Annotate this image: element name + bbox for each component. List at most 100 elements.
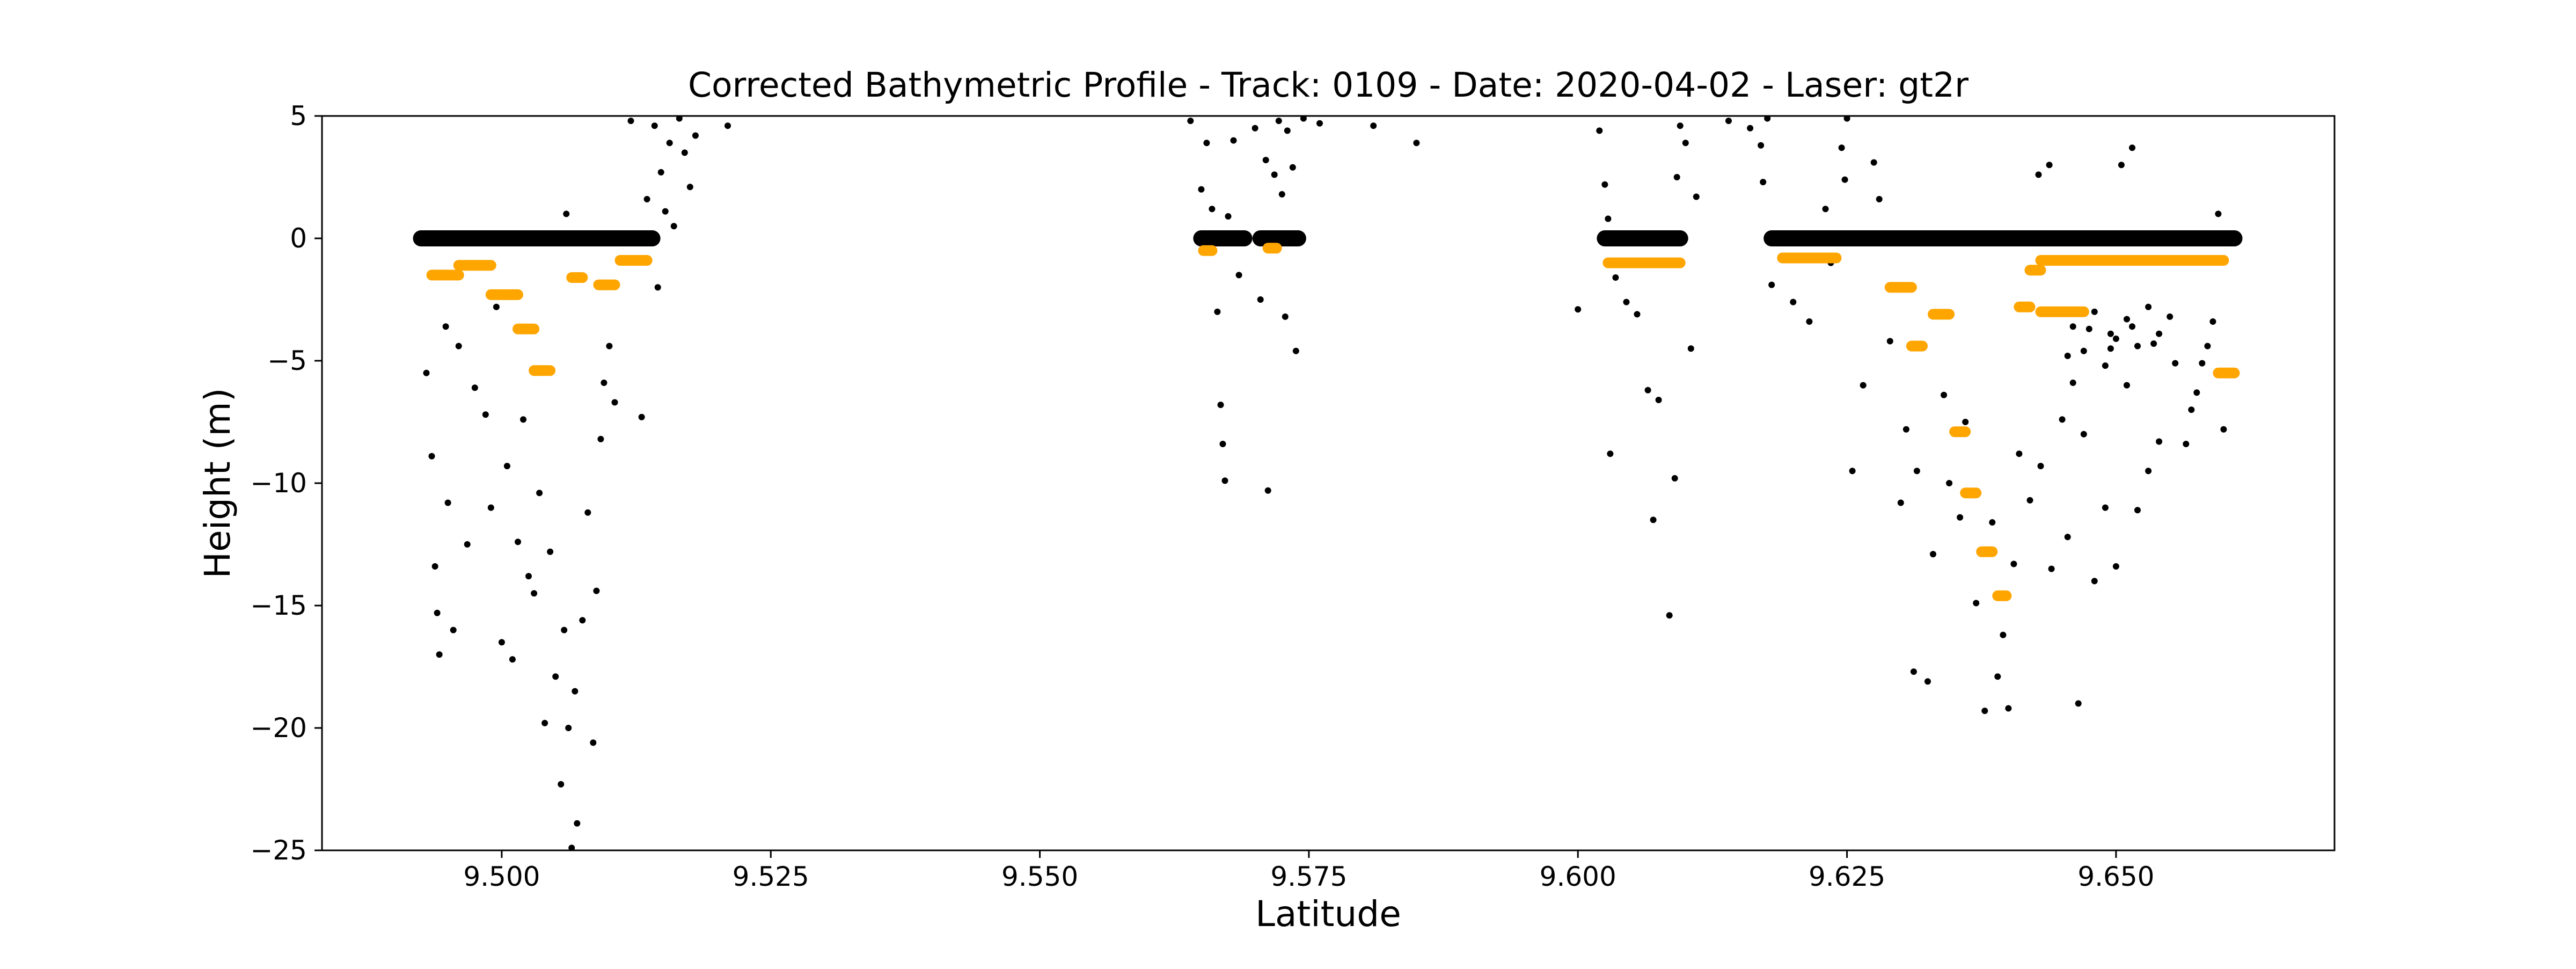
photons-point (1747, 125, 1754, 132)
photons-point (1219, 441, 1226, 447)
x-tick-label: 9.625 (1809, 861, 1885, 892)
photons-point (2064, 352, 2071, 359)
photons-point (1655, 397, 1662, 403)
photons-point (2118, 162, 2125, 169)
photons-point (2134, 343, 2141, 349)
photons-point (590, 739, 597, 746)
photons-point (1221, 477, 1228, 484)
photons-point (2016, 450, 2023, 457)
photons-point (2183, 441, 2190, 447)
photons-point (1870, 159, 1877, 166)
photons-point (2145, 303, 2152, 310)
photons-point (2107, 330, 2114, 337)
photons-point (1973, 600, 1980, 607)
photons-point (1910, 668, 1917, 675)
photons-point (442, 323, 449, 330)
photons-point (434, 609, 441, 616)
photons-point (2005, 705, 2012, 712)
photons-point (1198, 186, 1205, 193)
photons-point (1902, 426, 1909, 433)
photons-point (1725, 118, 1732, 125)
y-tick-label: −15 (250, 590, 307, 621)
photons-point (1682, 140, 1689, 147)
photons-point (574, 820, 581, 827)
photons-point (643, 196, 650, 202)
photons-point (1257, 296, 1264, 303)
photons-point (2085, 325, 2092, 332)
photons-point (487, 504, 494, 511)
photons-point (1217, 402, 1224, 409)
photons-point (450, 626, 457, 633)
photons-point (444, 499, 451, 506)
photons-point (1601, 181, 1608, 188)
photons-point (1764, 115, 1771, 122)
photons-point (2075, 700, 2082, 707)
photons-point (1650, 516, 1657, 523)
series-photons (413, 115, 2243, 851)
x-tick-label: 9.600 (1540, 861, 1616, 892)
x-tick-label: 9.550 (1001, 861, 1078, 892)
photons-point (2102, 362, 2109, 369)
photons-point (686, 184, 693, 191)
photons-point (1994, 673, 2001, 680)
y-tick-label: −20 (250, 712, 307, 744)
photons-point (579, 617, 586, 624)
photons-point (2080, 347, 2087, 354)
photons-point (2069, 380, 2076, 386)
photons-point (1671, 475, 1678, 482)
photons-point (2064, 534, 2071, 541)
photons-point (423, 369, 430, 376)
chart-title: Corrected Bathymetric Profile - Track: 0… (688, 65, 1968, 105)
photons-point (525, 573, 532, 580)
plot-marks (413, 115, 2243, 851)
plot-axes: 9.500 9.525 9.550 9.575 9.600 9.625 9.650 5 0 −5 −… (250, 100, 2336, 892)
photons-point (627, 118, 634, 125)
photons-point (2172, 360, 2179, 367)
series-bathymetry (426, 243, 2240, 601)
photons-point (662, 208, 669, 215)
photons-point (2035, 171, 2042, 178)
photons-point (493, 303, 500, 310)
photons-point (1693, 193, 1700, 200)
photons-point (1843, 115, 1850, 122)
photons-point (1946, 480, 1953, 486)
photons-point (1187, 118, 1194, 125)
photons-point (654, 284, 661, 291)
photons-point (2102, 504, 2109, 511)
photons-point (1275, 118, 1282, 125)
photons-point (606, 343, 613, 349)
photons-point (1849, 468, 1856, 475)
photons-point (2209, 318, 2216, 325)
photons-point (1262, 157, 1269, 164)
photons-point (1673, 174, 1680, 180)
photons-point (1289, 164, 1296, 171)
photons-point (1941, 391, 1948, 398)
photons-point (1203, 140, 1210, 147)
photons-point (536, 490, 543, 497)
photons-point (1252, 125, 1258, 132)
photons-point (1924, 678, 1931, 685)
photons-point (692, 132, 699, 139)
photons-point (1596, 127, 1603, 134)
photons-point (1235, 272, 1242, 279)
photons-point (2156, 438, 2163, 445)
photons-point (1284, 127, 1291, 134)
photons-point (1292, 347, 1299, 354)
photons-point (2010, 560, 2017, 567)
photons-point (2220, 426, 2227, 433)
photons-point (1860, 382, 1867, 389)
photons-point (2199, 360, 2206, 367)
photons-point (428, 453, 435, 460)
photons-point (651, 122, 658, 129)
photons-point (558, 781, 565, 788)
photons-point (2129, 323, 2135, 330)
x-tick-label: 9.575 (1270, 861, 1347, 892)
photons-point (2069, 323, 2076, 330)
photons-point (1962, 419, 1969, 425)
photons-point (520, 416, 526, 423)
photons-point (2091, 308, 2098, 315)
photons-point (1644, 387, 1651, 394)
photons-point (1413, 140, 1420, 147)
